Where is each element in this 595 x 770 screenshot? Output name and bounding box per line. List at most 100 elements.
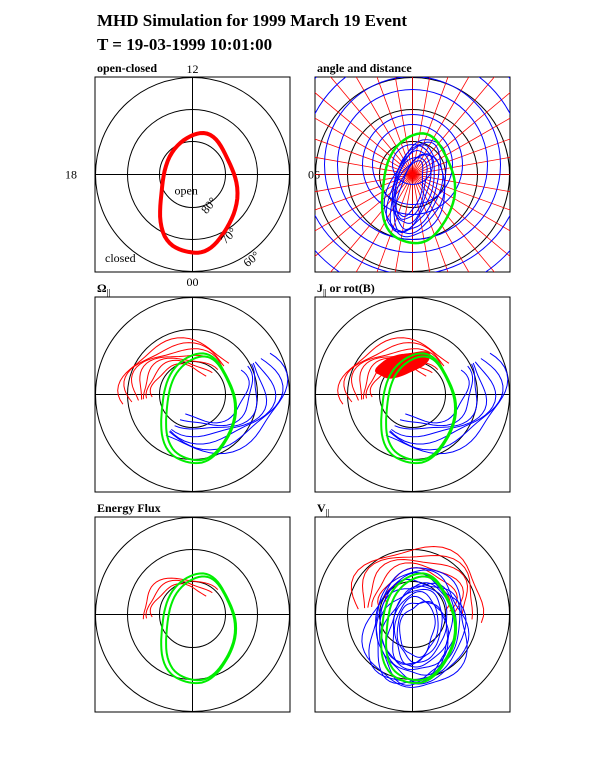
- contour: [145, 359, 213, 399]
- plot-label: 70°: [218, 225, 240, 247]
- contour: [399, 365, 474, 427]
- contour: [385, 352, 509, 455]
- panel-title-title: angle and distance: [317, 61, 412, 75]
- panel-title-title: V: [317, 501, 326, 515]
- contour: [350, 348, 443, 401]
- contour: [179, 365, 254, 427]
- plot-frame: [314, 516, 511, 713]
- contour: [337, 337, 450, 405]
- contour: [389, 361, 497, 445]
- panel-title: angle and distance: [317, 61, 412, 75]
- contour: [385, 588, 450, 668]
- panel-title-suffix: or rot(B): [327, 281, 375, 295]
- plot-content: [142, 572, 238, 685]
- contour: [149, 583, 207, 618]
- plot-content: [158, 130, 240, 255]
- contour: [350, 545, 485, 623]
- plot-frame: [94, 76, 291, 273]
- panel: Energy Flux: [94, 501, 291, 713]
- plot-label: 12: [187, 62, 199, 76]
- plot-content: [350, 545, 485, 688]
- panel-title-title: open-closed: [97, 61, 157, 75]
- contour: [399, 601, 436, 658]
- distance-ring: [337, 89, 488, 240]
- panel-title-title: Ω: [97, 281, 107, 295]
- contour: [394, 363, 478, 430]
- contour: [391, 362, 488, 438]
- plot-content: [315, 77, 510, 272]
- contour: [375, 578, 461, 686]
- contour: [165, 352, 289, 455]
- plot-label: 06: [308, 168, 320, 182]
- panel-title-title: J: [317, 281, 323, 295]
- boundary: [165, 355, 237, 462]
- plot-frame: [314, 296, 511, 493]
- distance-ring: [392, 144, 433, 185]
- plot-label: 00: [187, 275, 199, 289]
- contour: [130, 348, 223, 401]
- field-line: [383, 139, 447, 238]
- boundary: [165, 575, 237, 682]
- plot-label: 60°: [240, 248, 262, 270]
- field-line: [395, 160, 424, 218]
- contour: [380, 585, 449, 671]
- panel-title: open-closed: [97, 61, 157, 75]
- contour: [379, 582, 454, 676]
- contour: [168, 358, 284, 451]
- panel-title-subscript: ||: [323, 288, 327, 297]
- contour: [396, 600, 439, 664]
- contour: [169, 361, 277, 445]
- plot-label: 18: [65, 168, 77, 182]
- distance-ring: [372, 124, 453, 205]
- panel-title-title: Energy Flux: [97, 501, 161, 515]
- contour: [174, 363, 258, 430]
- contour: [142, 577, 219, 620]
- boundary: [158, 130, 240, 255]
- distance-ring: [324, 77, 501, 253]
- boundary: [160, 572, 238, 685]
- field-line: [389, 144, 444, 233]
- panel: V||: [314, 501, 511, 713]
- contour: [371, 562, 464, 614]
- field-line: [394, 157, 428, 220]
- contour: [171, 362, 268, 438]
- panel-title: Ω||: [97, 281, 110, 297]
- plot-label: closed: [105, 251, 136, 265]
- panel-title-subscript: ||: [107, 288, 111, 297]
- panel-title: Energy Flux: [97, 501, 161, 515]
- plot-content: [117, 337, 289, 465]
- contour: [185, 369, 250, 424]
- contour: [149, 363, 207, 398]
- contour: [142, 357, 219, 400]
- figure-time: T = 19-03-1999 10:01:00: [97, 35, 272, 54]
- boundary: [385, 355, 457, 462]
- contour: [361, 567, 468, 688]
- panel-title-subscript: ||: [326, 508, 330, 517]
- boundary: [380, 132, 457, 245]
- field-line: [394, 153, 432, 224]
- plot-content: [337, 337, 509, 465]
- meridian: [315, 156, 510, 193]
- panel-title: J|| or rot(B): [317, 281, 375, 297]
- panel-title: V||: [317, 501, 329, 517]
- contour: [117, 337, 230, 405]
- contour: [367, 558, 469, 616]
- contour: [405, 369, 470, 424]
- distance-ring: [362, 114, 463, 215]
- boundary: [160, 352, 238, 465]
- panel: Ω||: [94, 281, 291, 493]
- boundary: [380, 572, 458, 685]
- boundary: [385, 575, 457, 682]
- contour: [368, 569, 470, 685]
- contour: [388, 358, 504, 451]
- figure-title: MHD Simulation for 1999 March 19 Event: [97, 11, 407, 30]
- contour: [361, 554, 474, 620]
- plot-label: open: [175, 184, 198, 198]
- panel: J|| or rot(B): [314, 281, 511, 493]
- boundary: [380, 352, 458, 465]
- panel: angle and distance: [314, 61, 511, 273]
- contour: [145, 579, 213, 619]
